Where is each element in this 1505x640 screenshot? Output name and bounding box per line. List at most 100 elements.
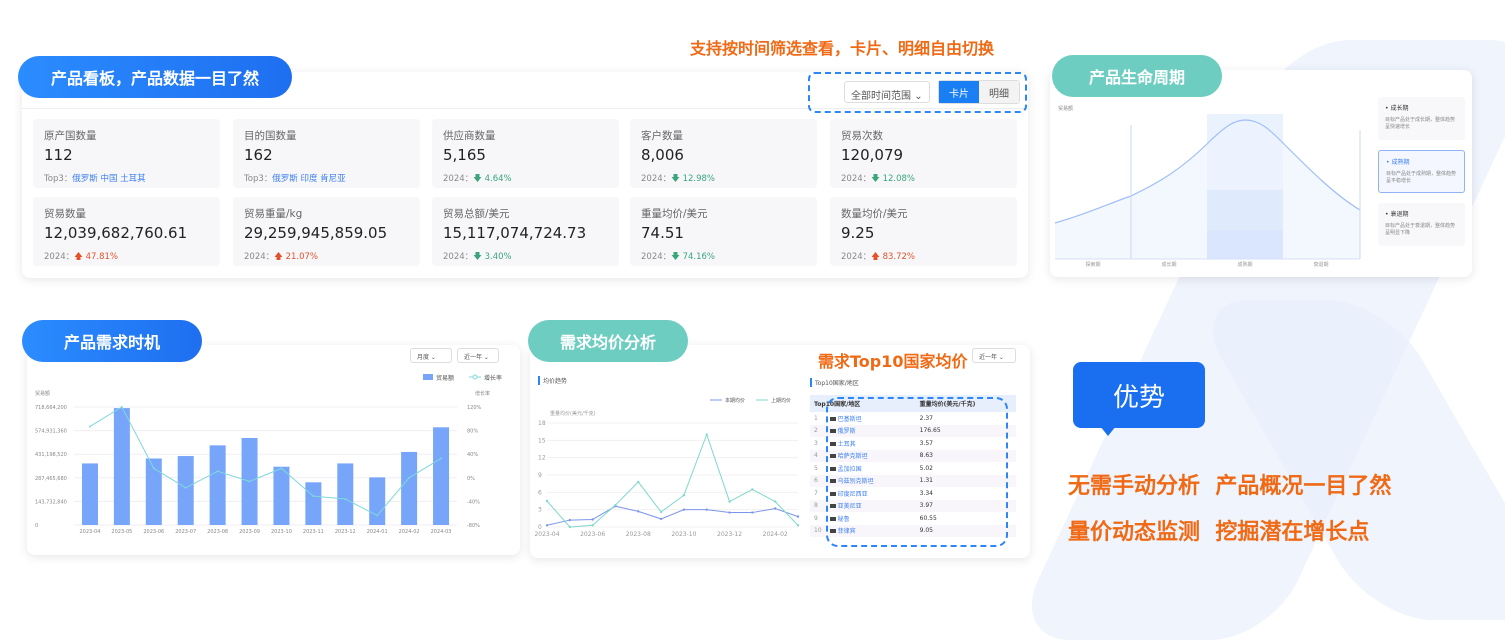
growth-rate-point xyxy=(376,514,379,517)
flag-icon xyxy=(829,416,836,421)
rank-cell: 10 xyxy=(814,527,822,535)
value-cell: 8.63 xyxy=(919,452,933,460)
flag-icon xyxy=(829,529,836,534)
rank-cell: 7 xyxy=(814,489,818,497)
metric-sub-value: 74.16% xyxy=(682,252,716,262)
table-row: 3 土耳其 3.57 xyxy=(810,437,1016,450)
y-tick-label: 0 xyxy=(538,524,542,531)
growth-rate-point xyxy=(152,467,155,470)
value-cell: 3.34 xyxy=(919,489,933,497)
x-tick-label: 2024-02 xyxy=(399,529,420,535)
metric-value: 5,165 xyxy=(443,146,486,164)
arrow-up-icon: 🡅 xyxy=(871,252,883,262)
period-select[interactable]: 月度 ⌄ xyxy=(410,348,452,363)
x-tick-label: 2023-08 xyxy=(626,531,651,538)
flag-icon xyxy=(829,454,836,459)
series-point xyxy=(568,518,572,522)
right-tick-label: -80% xyxy=(467,523,480,529)
stage-title-text: 成熟期 xyxy=(1391,159,1410,166)
series-point xyxy=(751,488,754,491)
legend-label: 本期均价 xyxy=(725,397,745,404)
metric-sub-value: 83.72% xyxy=(882,252,916,262)
legend-line-marker xyxy=(472,374,478,380)
metric-value: 15,117,074,724.73 xyxy=(443,224,587,242)
range-value: 近一年 xyxy=(464,354,483,361)
country-name: 乌兹别克斯坦 xyxy=(837,478,874,486)
y-axis-label: 重量均价(美元/千克) xyxy=(550,410,596,417)
table-row: 9 秘鲁 60.55 xyxy=(810,512,1016,525)
stage-title-text: 成长期 xyxy=(1390,105,1409,112)
value-cell: 1.31 xyxy=(919,477,933,485)
metric-sub-value[interactable]: 俄罗斯 中国 土耳其 xyxy=(72,174,146,184)
lifecycle-stage-card[interactable]: • 成熟期 目标产品处于成熟期，整体趋势呈平稳增长 xyxy=(1378,150,1465,193)
flag-icon xyxy=(829,479,836,484)
bar xyxy=(273,466,290,525)
detail-view-button[interactable]: 明细 xyxy=(979,81,1019,103)
price-range-select[interactable]: 近一年 ⌄ xyxy=(972,348,1016,363)
table-row: 4 哈萨克斯坦 8.63 xyxy=(810,449,1016,463)
table-row: 7 印度尼西亚 3.34 xyxy=(810,487,1016,500)
demand-pill: 产品需求时机 xyxy=(22,320,202,362)
series-point xyxy=(751,511,754,514)
badge-pointer xyxy=(1100,426,1116,436)
metric-sub: 2024：🡇 74.16% xyxy=(641,250,806,265)
metric-sub: 2024：🡇 12.98% xyxy=(641,172,806,187)
country-link[interactable]: 乌兹别克斯坦 xyxy=(826,475,916,488)
series-point xyxy=(614,503,617,507)
metric-value: 29,259,945,859.05 xyxy=(244,224,388,242)
lifecycle-stage-card[interactable]: • 成长期 目标产品处于成长期，整体趋势呈快速增长 xyxy=(1378,97,1465,140)
bar xyxy=(369,477,386,525)
range-select[interactable]: 近一年 ⌄ xyxy=(457,348,499,363)
flag-icon xyxy=(829,516,836,521)
x-tick-label: 2023-06 xyxy=(143,529,164,535)
country-link[interactable]: 巴基斯坦 xyxy=(826,412,916,425)
bar xyxy=(209,445,226,525)
metric-label: 原产国数量 xyxy=(44,130,97,142)
metric-label: 贸易数量 xyxy=(44,208,86,220)
country-link[interactable]: 秘鲁 xyxy=(826,512,916,525)
rank-cell: 9 xyxy=(814,514,818,522)
country-name: 巴基斯坦 xyxy=(837,415,862,423)
left-axis-label: 贸易额 xyxy=(35,390,50,397)
legend-bar-swatch xyxy=(423,374,433,380)
value-cell: 60.55 xyxy=(919,514,937,522)
y-tick-label: 18 xyxy=(538,420,546,427)
legend-label: 上期均价 xyxy=(771,397,791,404)
left-tick-label: 143,732,840 xyxy=(35,499,67,505)
country-link[interactable]: 印度尼西亚 xyxy=(826,487,916,500)
metric-sub-value: 12.08% xyxy=(882,174,916,184)
country-link[interactable]: 亚美尼亚 xyxy=(826,500,916,513)
arrow-down-icon: 🡇 xyxy=(871,174,883,184)
stage-label: 探索期 xyxy=(1085,261,1100,268)
stage-title: • 衰退期 xyxy=(1385,211,1409,218)
country-link[interactable]: 俄罗斯 xyxy=(826,425,916,438)
metric-value: 120,079 xyxy=(841,146,904,164)
metric-card: 原产国数量 112 Top3：俄罗斯 中国 土耳其 xyxy=(33,119,220,188)
country-link[interactable]: 哈萨克斯坦 xyxy=(826,450,916,463)
stage-label: 成长期 xyxy=(1161,261,1176,268)
x-tick-label: 2024-03 xyxy=(431,529,452,535)
metric-sub-value: 3.40% xyxy=(484,252,512,262)
metric-sub-value: 21.07% xyxy=(285,252,319,262)
left-tick-label: 718,664,200 xyxy=(35,405,67,411)
price-pill: 需求均价分析 xyxy=(528,320,688,362)
stage-label: 衰退期 xyxy=(1313,261,1328,268)
metric-sub-value[interactable]: 俄罗斯 印度 肯尼亚 xyxy=(272,174,346,184)
country-link[interactable]: 土耳其 xyxy=(826,437,916,450)
x-tick-label: 2023-07 xyxy=(175,529,196,535)
card-view-button[interactable]: 卡片 xyxy=(939,81,979,103)
right-tick-label: 120% xyxy=(467,405,482,411)
lifecycle-ylabel: 贸易额 xyxy=(1058,105,1073,112)
time-range-select[interactable]: 全部时间范围 ⌄ xyxy=(844,81,930,103)
country-link[interactable]: 菲律宾 xyxy=(826,525,916,538)
y-tick-label: 6 xyxy=(538,489,542,496)
flag-icon xyxy=(829,491,836,496)
metric-sub-prefix: 2024： xyxy=(641,174,672,184)
x-tick-label: 2023-10 xyxy=(671,531,696,538)
x-tick-label: 2024-02 xyxy=(763,531,788,538)
lifecycle-stage-card[interactable]: • 衰退期 目标产品处于衰退期，整体趋势呈明显下降 xyxy=(1378,203,1465,246)
country-link[interactable]: 孟加拉国 xyxy=(826,462,916,475)
stage-title-text: 衰退期 xyxy=(1390,211,1409,218)
growth-rate-point xyxy=(440,457,443,460)
table-row: 2 俄罗斯 176.65 xyxy=(810,424,1016,438)
